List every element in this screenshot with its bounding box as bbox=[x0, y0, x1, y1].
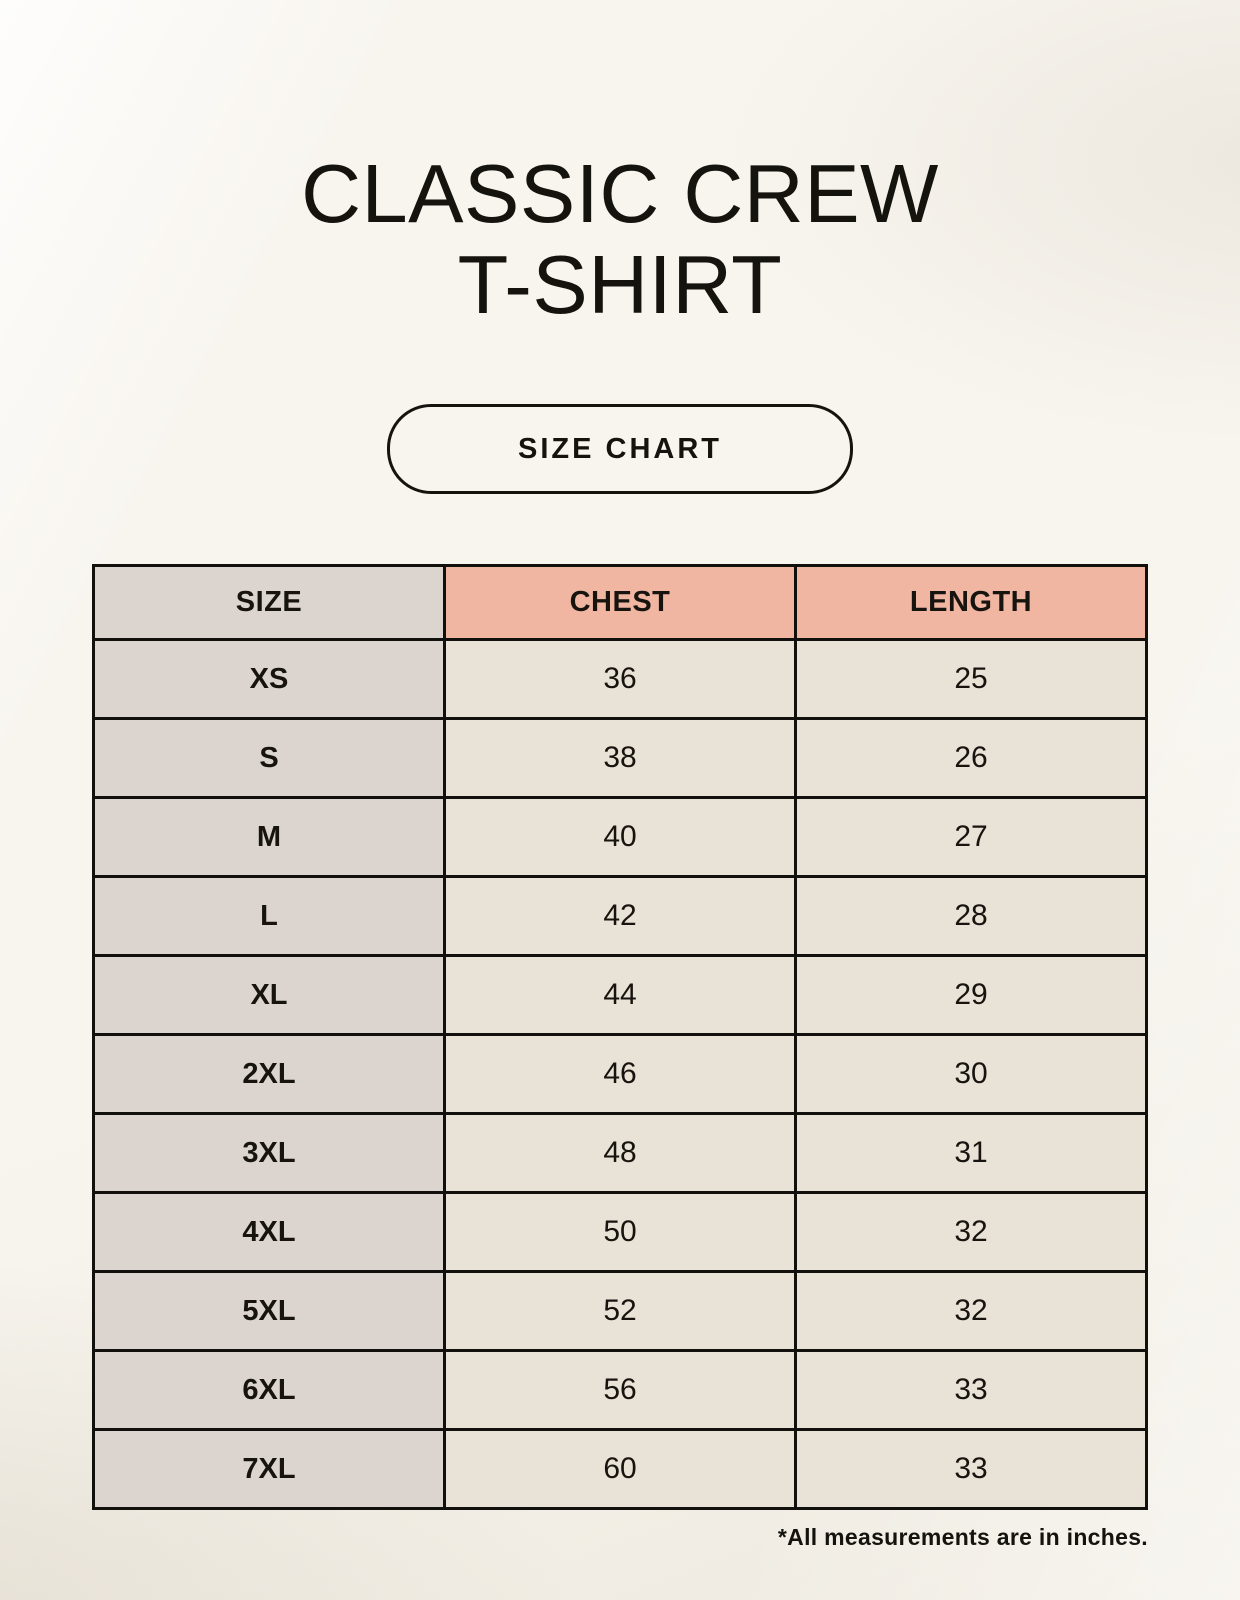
chest-cell: 36 bbox=[443, 638, 797, 721]
page-title-line-2: T-SHIRT bbox=[457, 237, 783, 331]
chest-cell: 38 bbox=[443, 717, 797, 800]
table-row: XL 44 29 bbox=[92, 954, 1148, 1037]
table-row: 3XL 48 31 bbox=[92, 1112, 1148, 1195]
size-cell: XS bbox=[92, 638, 446, 721]
chest-cell: 42 bbox=[443, 875, 797, 958]
size-cell: 3XL bbox=[92, 1112, 446, 1195]
table-row: 6XL 56 33 bbox=[92, 1349, 1148, 1432]
size-cell: 2XL bbox=[92, 1033, 446, 1116]
chest-cell: 56 bbox=[443, 1349, 797, 1432]
size-cell: M bbox=[92, 796, 446, 879]
length-cell: 26 bbox=[794, 717, 1148, 800]
table-row: M 40 27 bbox=[92, 796, 1148, 879]
length-cell: 33 bbox=[794, 1428, 1148, 1511]
length-cell: 25 bbox=[794, 638, 1148, 721]
length-cell: 28 bbox=[794, 875, 1148, 958]
table-row: L 42 28 bbox=[92, 875, 1148, 958]
size-cell: 7XL bbox=[92, 1428, 446, 1511]
size-cell: S bbox=[92, 717, 446, 800]
page-title: CLASSIC CREW T-SHIRT bbox=[0, 146, 1240, 331]
size-cell: 4XL bbox=[92, 1191, 446, 1274]
chest-cell: 52 bbox=[443, 1270, 797, 1353]
table-row: XS 36 25 bbox=[92, 638, 1148, 721]
size-cell: L bbox=[92, 875, 446, 958]
length-cell: 31 bbox=[794, 1112, 1148, 1195]
chest-cell: 48 bbox=[443, 1112, 797, 1195]
table-row: 5XL 52 32 bbox=[92, 1270, 1148, 1353]
chest-cell: 60 bbox=[443, 1428, 797, 1511]
table-row: S 38 26 bbox=[92, 717, 1148, 800]
length-cell: 27 bbox=[794, 796, 1148, 879]
length-cell: 32 bbox=[794, 1191, 1148, 1274]
table-header-chest: CHEST bbox=[443, 564, 797, 642]
size-cell: XL bbox=[92, 954, 446, 1037]
size-chart-button[interactable]: SIZE CHART bbox=[387, 404, 853, 495]
length-cell: 33 bbox=[794, 1349, 1148, 1432]
size-cell: 6XL bbox=[92, 1349, 446, 1432]
chest-cell: 50 bbox=[443, 1191, 797, 1274]
table-row: 4XL 50 32 bbox=[92, 1191, 1148, 1274]
table-header-size: SIZE bbox=[92, 564, 446, 642]
size-chart-page: CLASSIC CREW T-SHIRT SIZE CHART SIZE CHE… bbox=[0, 146, 1240, 1551]
length-cell: 30 bbox=[794, 1033, 1148, 1116]
table-header-row: SIZE CHEST LENGTH bbox=[92, 564, 1148, 642]
table-header-length: LENGTH bbox=[794, 564, 1148, 642]
table-row: 2XL 46 30 bbox=[92, 1033, 1148, 1116]
measurements-footnote: *All measurements are in inches. bbox=[777, 1524, 1148, 1551]
table-row: 7XL 60 33 bbox=[92, 1428, 1148, 1511]
page-title-line-1: CLASSIC CREW bbox=[301, 146, 939, 240]
length-cell: 29 bbox=[794, 954, 1148, 1037]
chest-cell: 44 bbox=[443, 954, 797, 1037]
chest-cell: 46 bbox=[443, 1033, 797, 1116]
chest-cell: 40 bbox=[443, 796, 797, 879]
length-cell: 32 bbox=[794, 1270, 1148, 1353]
size-chart-table: SIZE CHEST LENGTH XS 36 25 S 38 26 M 40 … bbox=[92, 564, 1148, 1511]
size-cell: 5XL bbox=[92, 1270, 446, 1353]
